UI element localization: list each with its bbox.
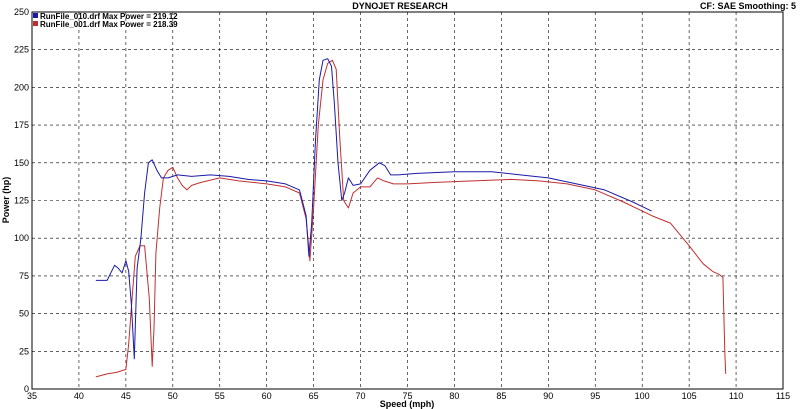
plot-frame [31,11,784,390]
x-tick-label: 110 [729,391,743,401]
y-tick-label: 25 [19,346,29,356]
x-tick-label: 105 [682,391,697,401]
y-tick-label: 225 [14,45,29,55]
x-tick-label: 35 [27,391,37,401]
x-axis-label: Speed (mph) [380,399,435,409]
y-tick-labels: 0 25 50 75 100 125 150 175 200 225 250 [14,7,29,394]
x-tick-label: 95 [590,391,600,401]
x-tick-label: 45 [121,391,131,401]
y-tick-label: 0 [24,384,29,394]
cf-smoothing-label: CF: SAE Smoothing: 5 [700,1,796,11]
x-tick-label: 50 [168,391,178,401]
y-tick-label: 175 [14,120,29,130]
y-tick-label: 200 [14,82,29,92]
x-tick-label: 85 [496,391,506,401]
series-line-run010 [95,58,652,360]
legend-label-run001: RunFile_001.drf Max Power = 218.39 [40,20,178,29]
chart-title: DYNOJET RESEARCH [352,1,448,11]
x-tick-label: 90 [543,391,553,401]
y-tick-label: 150 [14,158,29,168]
legend-label-run010: RunFile_010.drf Max Power = 219.12 [40,12,178,21]
x-tick-labels: 35 40 45 50 55 60 65 70 75 80 85 90 95 100 105 110 115 [27,391,790,401]
legend-swatch-run010 [33,13,38,18]
y-tick-label: 50 [19,309,29,319]
series-line-run001 [95,59,727,378]
x-tick-label: 115 [776,391,790,401]
legend: RunFile_010.drf Max Power = 219.12 RunFi… [33,12,178,29]
x-tick-label: 75 [402,391,412,401]
x-tick-label: 55 [215,391,225,401]
x-tick-label: 60 [262,391,272,401]
y-tick-label: 75 [19,271,29,281]
y-axis-label: Power (hp) [1,177,11,224]
grid [32,12,783,389]
x-tick-label: 70 [356,391,366,401]
series-lines [95,58,727,378]
x-tick-label: 65 [309,391,319,401]
x-tick-label: 80 [449,391,459,401]
y-tick-label: 250 [14,7,29,17]
x-tick-label: 100 [635,391,650,401]
y-tick-label: 125 [14,196,29,206]
legend-swatch-run001 [33,21,38,26]
x-tick-label: 40 [74,391,84,401]
y-tick-label: 100 [14,233,29,243]
